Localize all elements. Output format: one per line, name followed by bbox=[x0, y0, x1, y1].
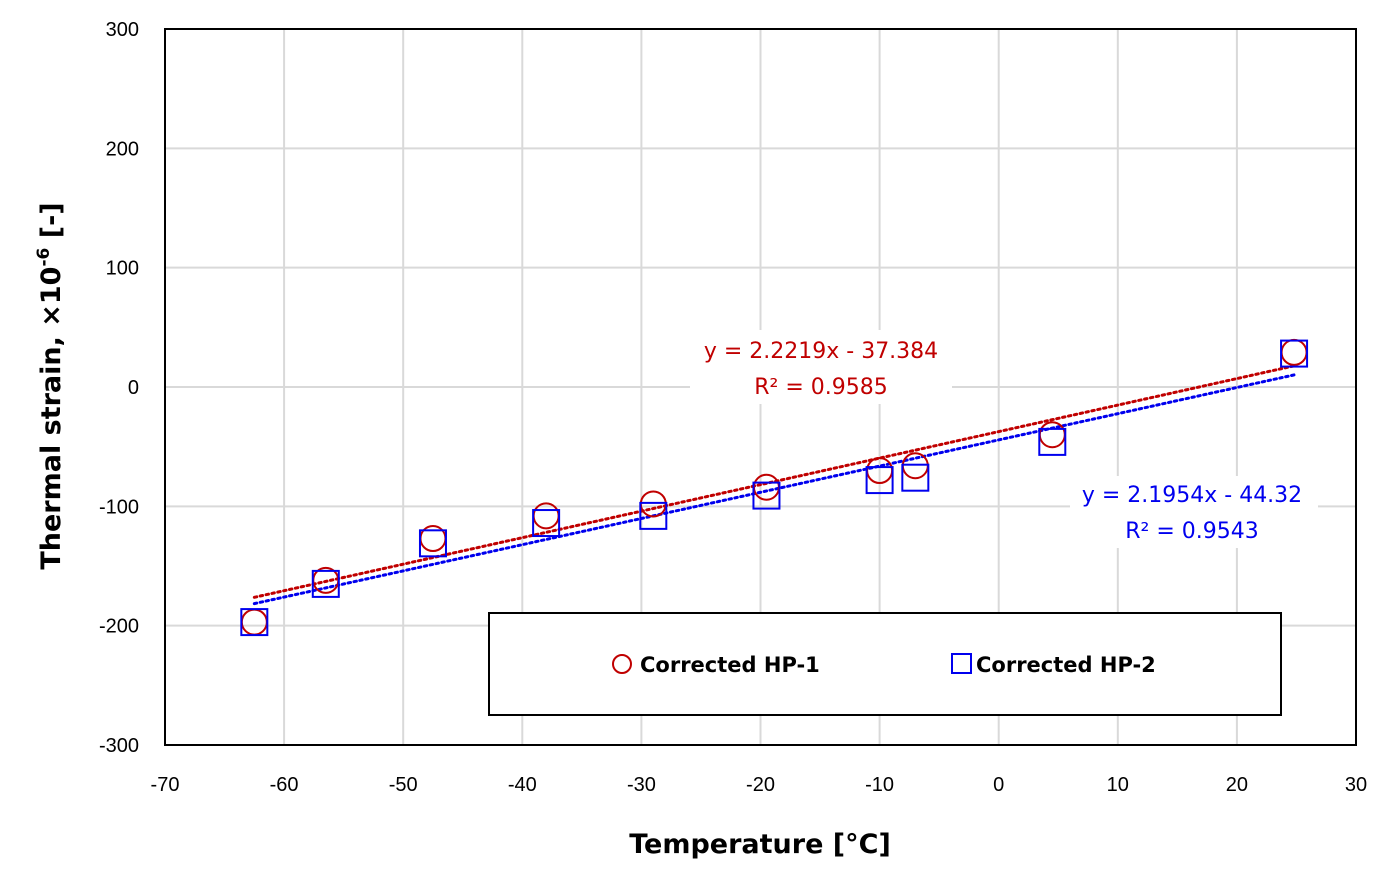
equation-label-hp1: y = 2.2219x - 37.384 R² = 0.9585 bbox=[690, 330, 952, 404]
x-tick-label-0: -70 bbox=[151, 774, 180, 796]
x-tick-label-8: 10 bbox=[1107, 774, 1129, 796]
r2-text-hp2: R² = 0.9543 bbox=[1125, 519, 1259, 544]
legend: Corrected HP-1 Corrected HP-2 bbox=[488, 612, 1282, 716]
point-series-1-6 bbox=[865, 466, 894, 495]
y-tick-label-4: 100 bbox=[106, 258, 139, 280]
x-tick-label-3: -40 bbox=[508, 774, 537, 796]
legend-marker-hp1 bbox=[612, 654, 632, 674]
x-tick-label-10: 30 bbox=[1345, 774, 1367, 796]
point-series-1-5 bbox=[752, 481, 781, 510]
equation-text-hp2: y = 2.1954x - 44.32 bbox=[1082, 483, 1302, 508]
legend-label-hp1: Corrected HP-1 bbox=[640, 653, 820, 677]
x-tick-label-9: 20 bbox=[1226, 774, 1248, 796]
y-tick-label-6: 300 bbox=[106, 19, 139, 41]
y-tick-label-2: -100 bbox=[99, 496, 139, 518]
x-axis-title: Temperature [°C] bbox=[629, 829, 891, 860]
trendline-series-0 bbox=[252, 364, 1296, 599]
x-tick-label-1: -60 bbox=[270, 774, 299, 796]
y-axis-title-unit: [-] bbox=[36, 202, 67, 247]
legend-label-hp2: Corrected HP-2 bbox=[976, 653, 1156, 677]
point-series-1-3 bbox=[532, 509, 561, 538]
x-tick-label-5: -20 bbox=[746, 774, 775, 796]
y-tick-labels: -300 -200 -100 0 100 200 300 bbox=[99, 19, 139, 757]
y-axis-title-main: Thermal strain, ×10 bbox=[36, 267, 67, 570]
equation-text-hp1: y = 2.2219x - 37.384 bbox=[704, 339, 938, 364]
point-series-1-4 bbox=[639, 501, 668, 530]
y-tick-label-0: -300 bbox=[99, 735, 139, 757]
legend-marker-hp2 bbox=[951, 653, 972, 674]
point-series-1-7 bbox=[901, 463, 930, 492]
x-tick-labels: -70 -60 -50 -40 -30 -20 -10 0 10 20 30 bbox=[151, 774, 1368, 796]
x-tick-label-2: -50 bbox=[389, 774, 418, 796]
point-series-1-9 bbox=[1280, 339, 1309, 368]
equation-label-hp2: y = 2.1954x - 44.32 R² = 0.9543 bbox=[1070, 476, 1318, 548]
x-tick-label-7: 0 bbox=[993, 774, 1004, 796]
trendlines bbox=[252, 364, 1296, 606]
trendline-series-1 bbox=[252, 373, 1296, 606]
plot-border bbox=[164, 28, 1357, 746]
point-series-1-1 bbox=[311, 569, 340, 598]
point-series-1-8 bbox=[1038, 427, 1067, 456]
legend-box bbox=[488, 612, 1282, 716]
y-axis-title-exponent: -6 bbox=[34, 248, 54, 267]
x-tick-label-6: -10 bbox=[865, 774, 894, 796]
y-tick-label-5: 200 bbox=[106, 138, 139, 160]
y-tick-label-3: 0 bbox=[128, 377, 139, 399]
point-series-1-2 bbox=[418, 529, 447, 558]
r2-text-hp1: R² = 0.9585 bbox=[754, 375, 888, 400]
data-points bbox=[240, 338, 1309, 637]
equation-bg-hp2 bbox=[1070, 476, 1318, 548]
point-series-1-0 bbox=[240, 608, 269, 637]
y-axis-title: Thermal strain, ×10-6 [-] bbox=[34, 202, 67, 569]
y-tick-label-1: -200 bbox=[99, 616, 139, 638]
x-tick-label-4: -30 bbox=[627, 774, 656, 796]
equation-bg-hp1 bbox=[690, 330, 952, 404]
